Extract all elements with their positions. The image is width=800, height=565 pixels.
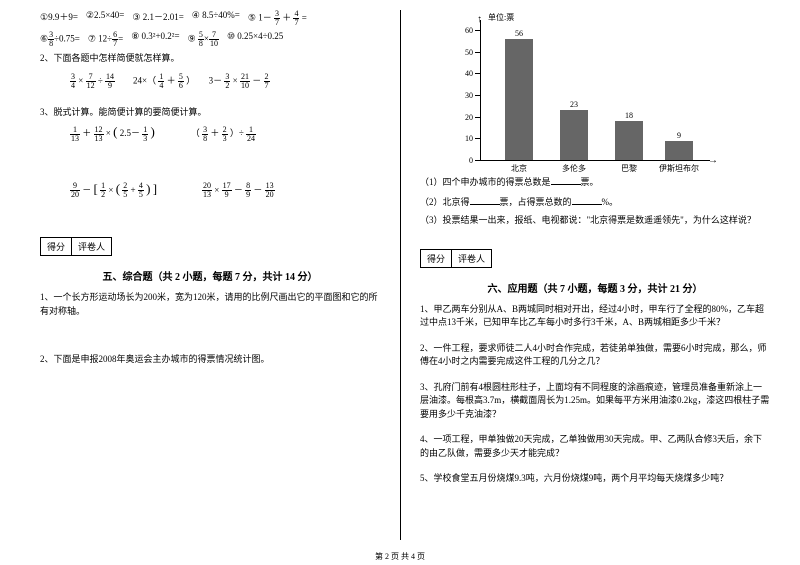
y-tick xyxy=(475,30,480,31)
bar-value: 56 xyxy=(505,29,533,38)
chart-q3: （3）投票结果一出来，报纸、电视都说："北京得票是数遥遥领先"，为什么这样说？ xyxy=(420,214,770,227)
bar-category-label: 伊斯坦布尔 xyxy=(659,163,699,174)
q3-row2: 920 － [ 12 × ( 25 + 45 ) ] 2013 × 179 － … xyxy=(70,181,380,199)
y-tick-label: 40 xyxy=(455,69,473,78)
bar-category-label: 多伦多 xyxy=(554,163,594,174)
blank xyxy=(572,195,602,205)
plus: ＋ xyxy=(282,13,291,23)
p1: ①9.9＋9= xyxy=(40,10,78,27)
grader-label: 评卷人 xyxy=(72,238,111,255)
q2-text: 2、下面各题中怎样简便就怎样算。 xyxy=(40,52,380,65)
score-label: 得分 xyxy=(41,238,72,255)
y-tick xyxy=(475,117,480,118)
p2: ②2.5×40= xyxy=(86,10,124,27)
y-tick-label: 30 xyxy=(455,91,473,100)
page-footer: 第 2 页 共 4 页 xyxy=(0,551,800,562)
x-arrow-icon: → xyxy=(708,155,718,166)
problem-row-2: ⑥38÷0.75= ⑦ 12÷67= ⑧ 0.3²+0.2²= ⑨ 58×710… xyxy=(40,31,380,48)
q3-row1: 113 ＋ 1213 × ( 2.5－ 13 ) （ 38 ＋ 23 ）÷ 12… xyxy=(70,124,380,142)
p3: ③ 2.1－2.01= xyxy=(132,10,183,27)
y-tick-label: 0 xyxy=(455,156,473,165)
q3-text: 3、脱式计算。能简便计算的要简便计算。 xyxy=(40,106,380,119)
frac: 47 xyxy=(293,10,299,27)
blank xyxy=(470,195,500,205)
y-tick xyxy=(475,73,480,74)
y-tick-label: 60 xyxy=(455,26,473,35)
score-box: 得分 评卷人 xyxy=(420,249,492,268)
chart-unit: 单位:票 xyxy=(488,12,514,23)
blank xyxy=(551,175,581,185)
q5-2: 2、下面是申报2008年奥运会主办城市的得票情况统计图。 xyxy=(40,353,380,367)
y-tick-label: 50 xyxy=(455,48,473,57)
p7: ⑦ 12÷67= xyxy=(88,31,123,48)
q2-expressions: 34 × 712 ÷ 149 24×（ 14 ＋ 56 ） 3－ 32 × 21… xyxy=(70,73,380,90)
q6-5: 5、学校食堂五月份烧煤9.3吨，六月份烧煤9吨，两个月平均每天烧煤多少吨？ xyxy=(420,472,770,486)
score-label: 得分 xyxy=(421,250,452,267)
p6: ⑥38÷0.75= xyxy=(40,31,80,48)
bar xyxy=(505,39,533,160)
section6-title: 六、应用题（共 7 小题，每题 3 分，共计 21 分） xyxy=(420,280,770,295)
p4: ④ 8.5÷40%= xyxy=(192,10,240,27)
score-box: 得分 评卷人 xyxy=(40,237,112,256)
chart-q1: （1）四个申办城市的得票总数是票。 xyxy=(420,175,770,189)
p5: ⑤ 1－ 37 ＋ 47 = xyxy=(248,10,307,27)
q6-3: 3、孔府门前有4根圆柱形柱子，上面均有不同程度的涂画痕迹，管理员准备重新涂上一层… xyxy=(420,381,770,422)
left-column: ①9.9＋9= ②2.5×40= ③ 2.1－2.01= ④ 8.5÷40%= … xyxy=(0,0,400,545)
p5-prefix: ⑤ 1－ xyxy=(248,13,272,23)
bar-value: 23 xyxy=(560,100,588,109)
bar-category-label: 北京 xyxy=(499,163,539,174)
bar-category-label: 巴黎 xyxy=(609,163,649,174)
y-axis xyxy=(480,20,481,160)
bar-value: 18 xyxy=(615,111,643,120)
frac: 37 xyxy=(274,10,280,27)
y-tick-label: 20 xyxy=(455,113,473,122)
p10: ⑩ 0.25×4÷0.25 xyxy=(227,31,283,48)
bar xyxy=(615,121,643,160)
frac: 710 xyxy=(209,31,219,48)
bar xyxy=(665,141,693,161)
bar-chart: 单位:票 ↑ → 010203040506056北京23多伦多18巴黎9伊斯坦布… xyxy=(450,10,730,175)
q6-4: 4、一项工程，甲单独做20天完成，乙单独做用30天完成。甲、乙两队合修3天后，余… xyxy=(420,433,770,460)
right-column: 单位:票 ↑ → 010203040506056北京23多伦多18巴黎9伊斯坦布… xyxy=(400,0,800,545)
q6-2: 2、一件工程，要求师徒二人4小时合作完成，若徒弟单独做，需要6小时完成，那么，师… xyxy=(420,342,770,369)
bar-value: 9 xyxy=(665,131,693,140)
p9: ⑨ 58×710 xyxy=(188,31,219,48)
y-tick-label: 10 xyxy=(455,134,473,143)
y-tick xyxy=(475,160,480,161)
grader-label: 评卷人 xyxy=(452,250,491,267)
x-axis xyxy=(480,160,710,161)
q5-1: 1、一个长方形运动场长为200米，宽为120米，请用的比例尺画出它的平面图和它的… xyxy=(40,291,380,318)
section5-title: 五、综合题（共 2 小题，每题 7 分，共计 14 分） xyxy=(40,268,380,283)
y-tick xyxy=(475,138,480,139)
bar xyxy=(560,110,588,160)
problem-row-1: ①9.9＋9= ②2.5×40= ③ 2.1－2.01= ④ 8.5÷40%= … xyxy=(40,10,380,27)
page-container: ①9.9＋9= ②2.5×40= ③ 2.1－2.01= ④ 8.5÷40%= … xyxy=(0,0,800,545)
p8: ⑧ 0.3²+0.2²= xyxy=(131,31,179,48)
eq: = xyxy=(302,13,307,23)
chart-q2: （2）北京得票，占得票总数的%。 xyxy=(420,195,770,209)
y-tick xyxy=(475,52,480,53)
y-tick xyxy=(475,95,480,96)
q6-1: 1、甲乙两车分别从A、B两城同时相对开出，经过4小时，甲车行了全程的80%，乙车… xyxy=(420,303,770,330)
